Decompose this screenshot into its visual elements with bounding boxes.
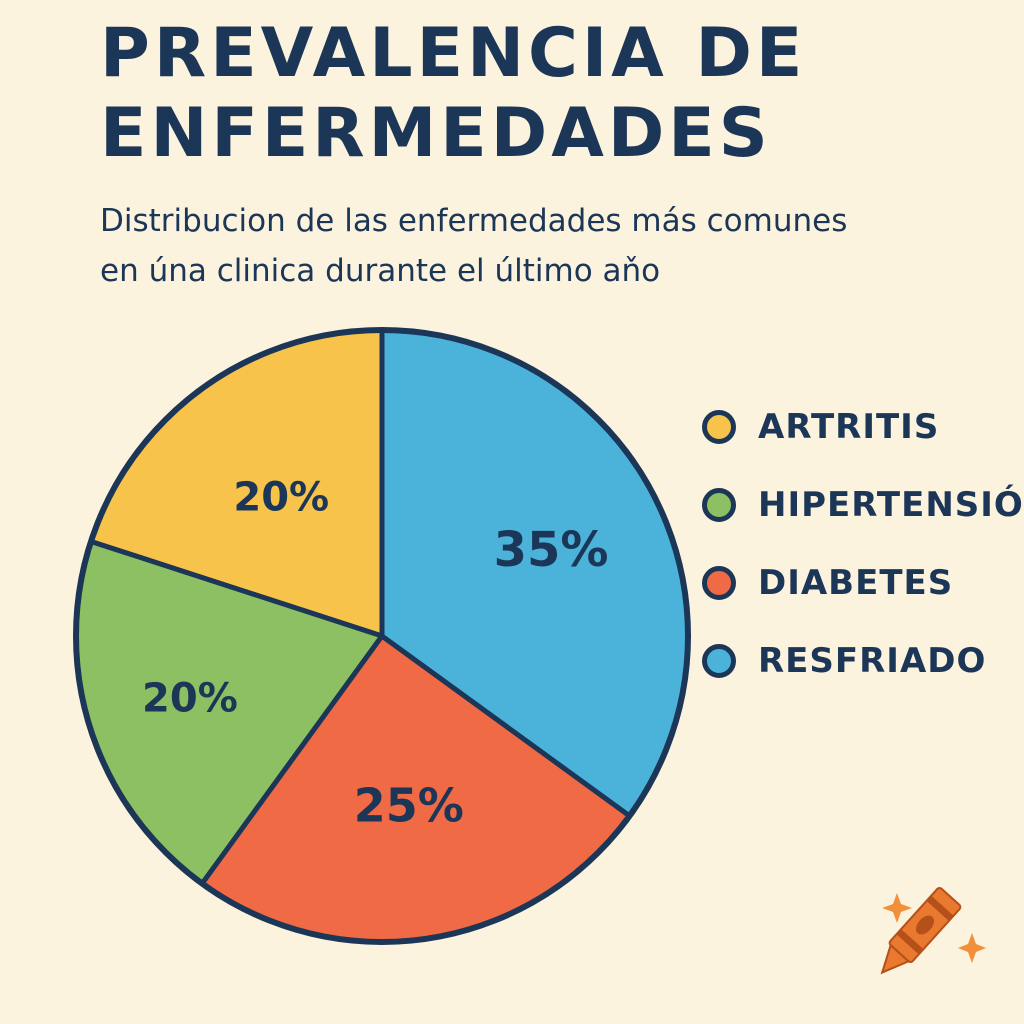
chart-subtitle: Distribucion de las enfermedades más com…	[100, 196, 847, 296]
legend-swatch	[702, 410, 736, 444]
legend-item: HIPERTENSIÓN	[702, 466, 1024, 544]
legend-label: ARTRITIS	[758, 407, 940, 447]
legend-label: HIPERTENSIÓN	[758, 485, 1024, 525]
pie-value-label: 20%	[233, 474, 329, 520]
legend-swatch	[702, 488, 736, 522]
legend-item: RESFRIADO	[702, 622, 1024, 700]
chart-subtitle-line-1: Distribucion de las enfermedades más com…	[100, 203, 848, 239]
sparkle-icon	[882, 893, 986, 963]
legend-swatch	[702, 644, 736, 678]
legend-item: DIABETES	[702, 544, 1024, 622]
pie-value-label: 20%	[142, 675, 238, 721]
crayon-icon	[880, 886, 962, 975]
pie-value-labels: 20% 20% 25% 35%	[142, 474, 608, 832]
pie-value-label: 35%	[494, 522, 609, 578]
chart-subtitle-line-2: en úna clinica durante el último aňo	[100, 253, 661, 289]
chart-title-line-2: ENFERMEDADES	[100, 94, 772, 173]
legend-label: DIABETES	[758, 563, 954, 603]
pie-slices	[73, 327, 691, 945]
pie-value-label: 25%	[354, 778, 464, 832]
pie-outline	[73, 327, 691, 945]
legend-swatch	[702, 566, 736, 600]
chart-title-line-1: PREVALENCIA DE	[100, 14, 807, 93]
chart-title: PREVALENCIA DE ENFERMEDADES	[100, 14, 806, 174]
legend-label: RESFRIADO	[758, 641, 987, 681]
legend: ARTRITIS HIPERTENSIÓN DIABETES RESFRIADO	[702, 388, 1024, 700]
legend-item: ARTRITIS	[702, 388, 1024, 466]
